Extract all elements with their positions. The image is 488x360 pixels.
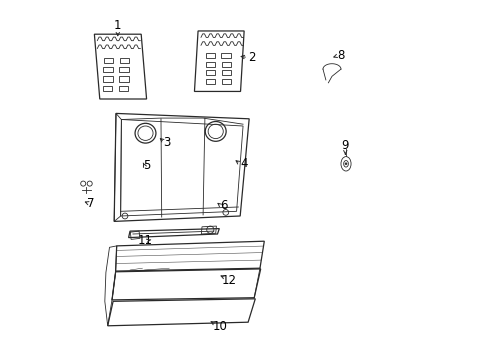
Circle shape — [344, 163, 346, 165]
Text: 2: 2 — [247, 51, 255, 64]
Text: 4: 4 — [240, 157, 247, 170]
Text: 5: 5 — [142, 159, 150, 172]
Text: 1: 1 — [114, 19, 122, 32]
Text: 7: 7 — [86, 197, 94, 210]
Text: 3: 3 — [163, 136, 170, 149]
Text: 10: 10 — [212, 320, 227, 333]
Text: 11: 11 — [138, 234, 153, 247]
Text: 8: 8 — [337, 49, 344, 62]
Text: 12: 12 — [222, 274, 236, 287]
Text: 6: 6 — [220, 199, 227, 212]
Text: 9: 9 — [341, 139, 348, 152]
